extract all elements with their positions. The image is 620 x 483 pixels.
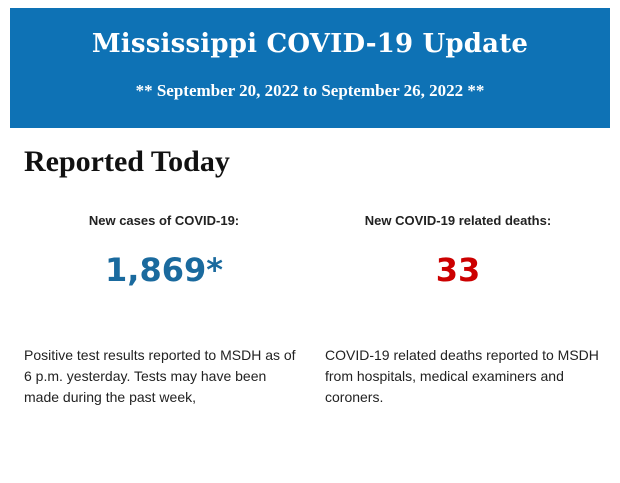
new-deaths-description: COVID-19 related deaths reported to MSDH… — [325, 347, 599, 405]
new-cases-value: 1,869* — [105, 251, 223, 289]
banner-title: Mississippi COVID-19 Update — [91, 29, 529, 59]
new-deaths-value: 33 — [435, 251, 481, 289]
update-banner: Mississippi COVID-19 Update ** September… — [10, 8, 610, 128]
new-deaths-label: New COVID-19 related deaths: — [364, 213, 552, 228]
new-cases-label: New cases of COVID-19: — [88, 213, 240, 228]
section-heading: Reported Today — [24, 145, 230, 178]
new-cases-description: Positive test results reported to MSDH a… — [24, 347, 296, 405]
banner-date-range: ** September 20, 2022 to September 26, 2… — [135, 81, 485, 100]
